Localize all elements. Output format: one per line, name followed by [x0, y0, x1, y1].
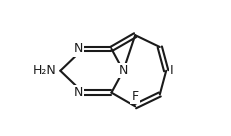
- Text: H₂N: H₂N: [33, 64, 56, 77]
- Text: F: F: [131, 90, 138, 103]
- Text: I: I: [169, 64, 173, 77]
- Text: N: N: [73, 86, 83, 99]
- Text: N: N: [118, 64, 128, 77]
- Text: N: N: [73, 42, 83, 55]
